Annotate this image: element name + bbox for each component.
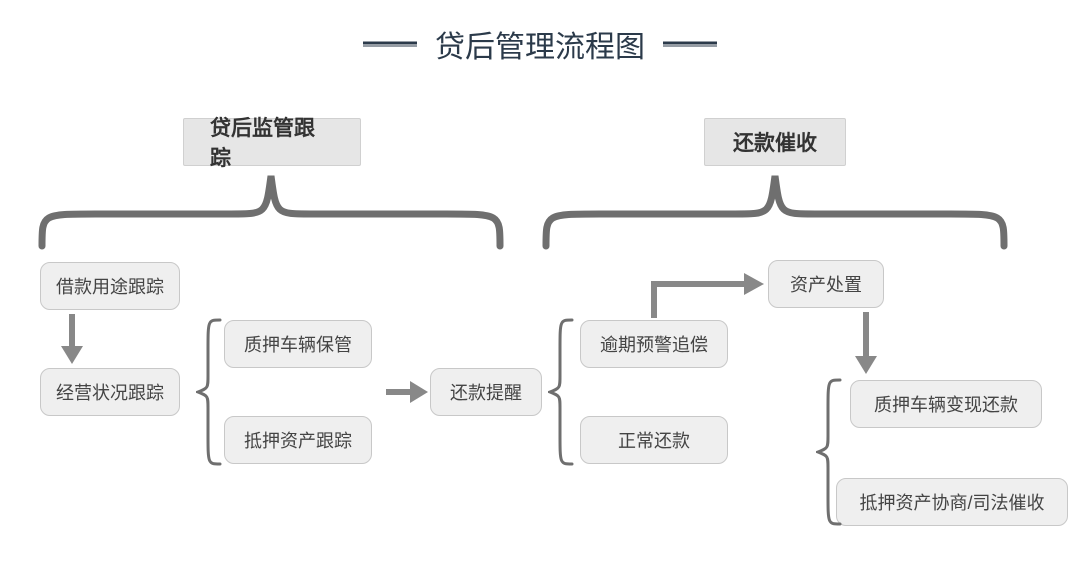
- arrow-down-2: [852, 310, 880, 376]
- node-repayment-reminder: 还款提醒: [430, 368, 542, 416]
- arrow-right: [384, 378, 430, 406]
- node-pledged-vehicle-custody: 质押车辆保管: [224, 320, 372, 368]
- title-line-right: [663, 42, 717, 47]
- side-brace-c: [816, 376, 844, 528]
- title-line-left: [363, 42, 417, 47]
- page-title: 贷后管理流程图: [417, 22, 663, 66]
- title-text: 贷后管理流程图: [435, 31, 645, 64]
- top-brace-left: [36, 168, 506, 252]
- page-title-wrap: 贷后管理流程图: [0, 22, 1080, 66]
- node-asset-disposal: 资产处置: [768, 260, 884, 308]
- node-overdue-warning: 逾期预警追偿: [580, 320, 728, 368]
- side-brace-b: [548, 316, 576, 468]
- arrow-elbow: [640, 262, 768, 320]
- node-vehicle-liquidation: 质押车辆变现还款: [850, 380, 1042, 428]
- node-collateral-legal-collection: 抵押资产协商/司法催收: [836, 478, 1068, 526]
- header-collection: 还款催收: [704, 118, 846, 166]
- side-brace-a: [196, 316, 224, 468]
- node-business-status-tracking: 经营状况跟踪: [40, 368, 180, 416]
- node-normal-repayment: 正常还款: [580, 416, 728, 464]
- arrow-down-1: [58, 312, 86, 366]
- header-supervision-label: 贷后监管跟踪: [210, 112, 334, 172]
- top-brace-right: [540, 168, 1010, 252]
- node-loan-usage-tracking: 借款用途跟踪: [40, 262, 180, 310]
- node-collateral-tracking: 抵押资产跟踪: [224, 416, 372, 464]
- header-supervision: 贷后监管跟踪: [183, 118, 361, 166]
- header-collection-label: 还款催收: [733, 127, 817, 157]
